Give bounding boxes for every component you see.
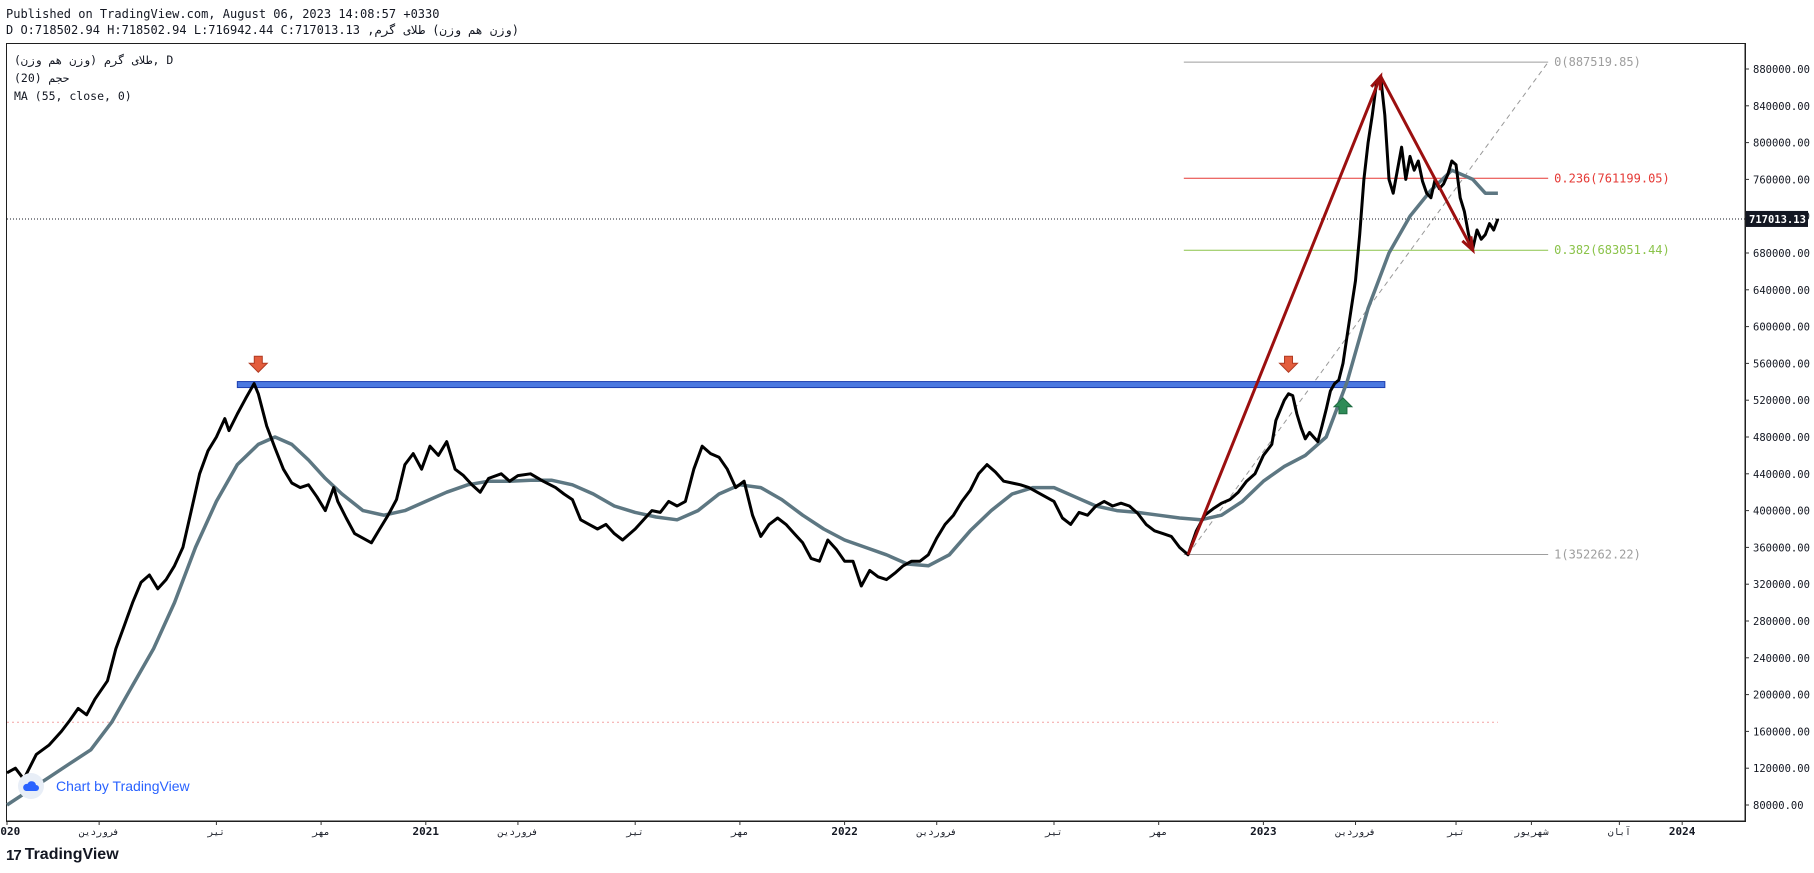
chart-canvas[interactable]: 80000.00 120000.00 160000.00 200000.00 24000… bbox=[0, 0, 1814, 845]
legend-symbol[interactable]: طلای گرم (وزن هم وزن), D bbox=[14, 53, 174, 67]
y-tick-label: 320000.00 bbox=[1753, 579, 1810, 591]
y-tick-label: 400000.00 bbox=[1753, 506, 1810, 518]
y-tick-label: 800000.00 bbox=[1753, 138, 1810, 150]
y-tick-label: 640000.00 bbox=[1753, 285, 1810, 297]
x-tick-label: تیر bbox=[626, 827, 644, 838]
y-tick-label: 360000.00 bbox=[1753, 542, 1810, 554]
x-tick-label: مهر bbox=[312, 827, 330, 838]
y-tick-label: 160000.00 bbox=[1753, 726, 1810, 738]
trend-arrow-line[interactable] bbox=[1379, 75, 1475, 251]
price-line[interactable] bbox=[6, 74, 1500, 781]
last-price-label: 717013.13 bbox=[1749, 214, 1806, 226]
y-tick-label: 280000.00 bbox=[1753, 616, 1810, 628]
x-tick-label: تیر bbox=[1044, 827, 1062, 838]
y-tick-label: 120000.00 bbox=[1753, 763, 1810, 775]
arrow-up-marker-icon[interactable] bbox=[1332, 397, 1354, 415]
x-tick-label: 2022 bbox=[831, 825, 858, 838]
x-tick-label: مهر bbox=[1149, 827, 1167, 838]
ma-55-line[interactable] bbox=[6, 168, 1498, 807]
x-tick-label: تیر bbox=[207, 827, 225, 838]
x-tick-label: 2023 bbox=[1250, 825, 1277, 838]
x-tick-label: مهر bbox=[730, 827, 748, 838]
x-tick-label: 2024 bbox=[1669, 825, 1696, 838]
arrow-down-marker-icon[interactable] bbox=[248, 355, 269, 373]
y-tick-label: 480000.00 bbox=[1753, 432, 1810, 444]
x-tick-label: تیر bbox=[1446, 827, 1464, 838]
fib-level-label: 0.382(683051.44) bbox=[1554, 243, 1670, 257]
y-tick-label: 240000.00 bbox=[1753, 653, 1810, 665]
x-tick-label: فروردین bbox=[497, 827, 538, 838]
y-tick-label: 840000.00 bbox=[1753, 101, 1810, 113]
arrow-down-marker-icon[interactable] bbox=[1278, 355, 1299, 373]
y-tick-label: 440000.00 bbox=[1753, 469, 1810, 481]
fib-level-label: 0.236(761199.05) bbox=[1554, 171, 1670, 185]
x-tick-label: 2020 bbox=[0, 825, 20, 838]
x-tick-label: فروردین bbox=[1334, 827, 1375, 838]
fib-level-label: 0(887519.85) bbox=[1554, 55, 1641, 69]
footer-brand[interactable]: 17 TradingView bbox=[6, 846, 119, 864]
x-tick-label: شهریور bbox=[1513, 827, 1549, 838]
chart-by-tradingview-badge[interactable]: Chart by TradingView bbox=[18, 773, 190, 799]
x-tick-label: فروردین bbox=[78, 827, 119, 838]
y-tick-label: 600000.00 bbox=[1753, 322, 1810, 334]
trend-arrow-head-icon bbox=[1461, 236, 1475, 255]
x-tick-label: فروردین bbox=[916, 827, 957, 838]
resistance-band[interactable] bbox=[236, 381, 1386, 389]
badge-text: Chart by TradingView bbox=[56, 778, 190, 794]
last-price-badge bbox=[1746, 210, 1808, 227]
y-tick-label: 680000.00 bbox=[1753, 248, 1810, 260]
fib-trend-line bbox=[1187, 61, 1549, 555]
x-tick-label: 2021 bbox=[413, 825, 440, 838]
published-header: Published on TradingView.com, August 06,… bbox=[6, 7, 440, 21]
y-tick-label: 560000.00 bbox=[1753, 358, 1810, 370]
fib-level-label: 1(352262.22) bbox=[1554, 548, 1641, 562]
tradingview-logo-icon: 17 bbox=[6, 846, 22, 864]
y-tick-label: 520000.00 bbox=[1753, 395, 1810, 407]
y-tick-label: 760000.00 bbox=[1753, 174, 1810, 186]
tradingview-cloud-icon bbox=[18, 773, 44, 799]
footer-brand-name: TradingView bbox=[24, 846, 119, 863]
y-tick-label: 200000.00 bbox=[1753, 690, 1810, 702]
x-tick-label: آبان bbox=[1608, 825, 1631, 838]
legend-volume[interactable]: (20) حجم bbox=[14, 71, 70, 85]
ohlc-header: (وزن هم وزن) طلای گرم, D O:718502.94 H:7… bbox=[6, 23, 519, 37]
legend-ma[interactable]: MA (55, close, 0) bbox=[14, 89, 132, 103]
y-tick-label: 880000.00 bbox=[1753, 64, 1810, 76]
trend-arrow-line[interactable] bbox=[1186, 75, 1383, 556]
y-tick-label: 80000.00 bbox=[1753, 800, 1804, 812]
